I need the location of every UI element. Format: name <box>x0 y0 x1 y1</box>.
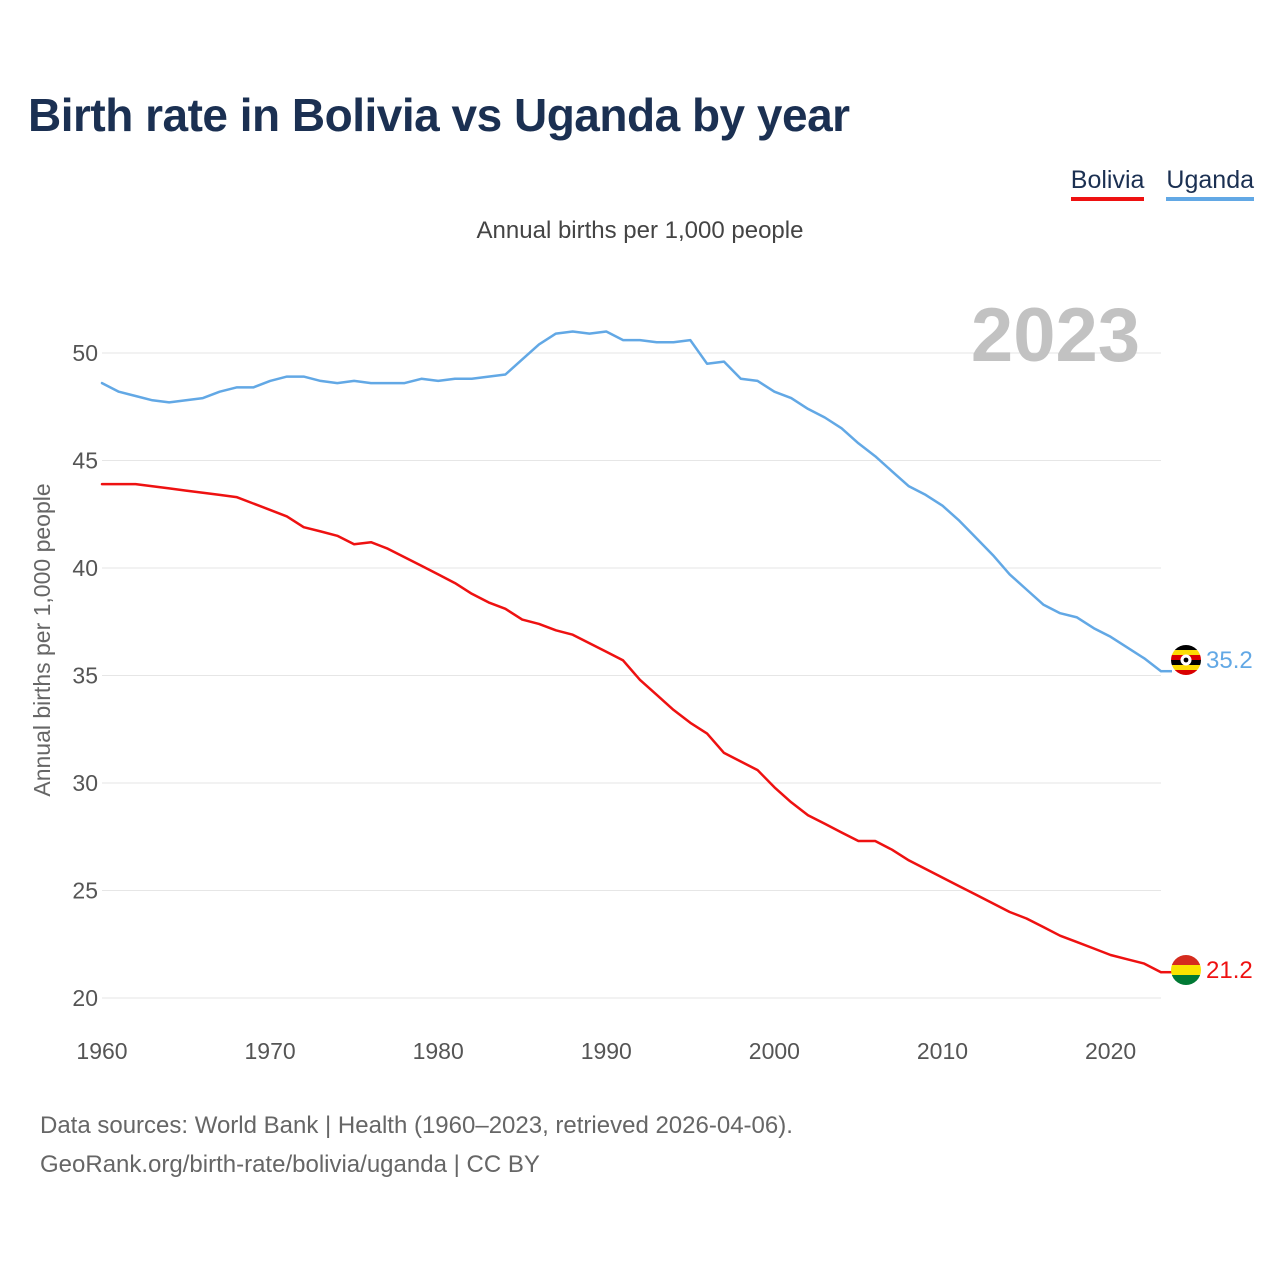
source-line-2: GeoRank.org/birth-rate/bolivia/uganda | … <box>40 1151 540 1178</box>
x-tick-1970: 1970 <box>245 1038 296 1064</box>
x-tick-2020: 2020 <box>1085 1038 1136 1064</box>
bolivia-end-value: 21.2 <box>1206 957 1253 984</box>
bolivia-flag-icon <box>1171 955 1201 985</box>
series-line-uganda <box>100 330 1163 673</box>
legend: Bolivia Uganda <box>1070 166 1254 201</box>
x-tick-1990: 1990 <box>581 1038 632 1064</box>
y-tick-40: 40 <box>72 555 98 581</box>
x-tick-1980: 1980 <box>413 1038 464 1064</box>
chart-title: Birth rate in Bolivia vs Uganda by year <box>28 89 850 141</box>
legend-item-uganda[interactable]: Uganda <box>1166 166 1254 201</box>
source-line-1: Data sources: World Bank | Health (1960–… <box>40 1112 793 1139</box>
y-tick-20: 20 <box>72 985 98 1011</box>
x-tick-2000: 2000 <box>749 1038 800 1064</box>
legend-item-bolivia[interactable]: Bolivia <box>1070 166 1145 201</box>
y-tick-35: 35 <box>72 663 98 689</box>
x-tick-2010: 2010 <box>917 1038 968 1064</box>
y-tick-50: 50 <box>72 340 98 366</box>
grid <box>102 352 1161 999</box>
series-line-bolivia <box>100 482 1163 974</box>
y-axis-label: Annual births per 1,000 people <box>29 483 55 796</box>
chart-subtitle: Annual births per 1,000 people <box>476 217 804 244</box>
y-tick-30: 30 <box>72 770 98 796</box>
uganda-flag-icon <box>1171 645 1201 675</box>
year-watermark: 2023 <box>971 293 1140 378</box>
x-tick-1960: 1960 <box>76 1038 127 1064</box>
y-tick-25: 25 <box>72 878 98 904</box>
y-tick-45: 45 <box>72 448 98 474</box>
source-note: Data sources: World Bank | Health (1960–… <box>40 1106 793 1184</box>
series-lines <box>100 330 1172 974</box>
x-axis-ticks: 1960 1970 1980 1990 2000 2010 2020 <box>76 1038 1136 1064</box>
uganda-end-value: 35.2 <box>1206 647 1253 674</box>
y-axis-ticks: 20 25 30 35 40 45 50 <box>72 340 98 1011</box>
